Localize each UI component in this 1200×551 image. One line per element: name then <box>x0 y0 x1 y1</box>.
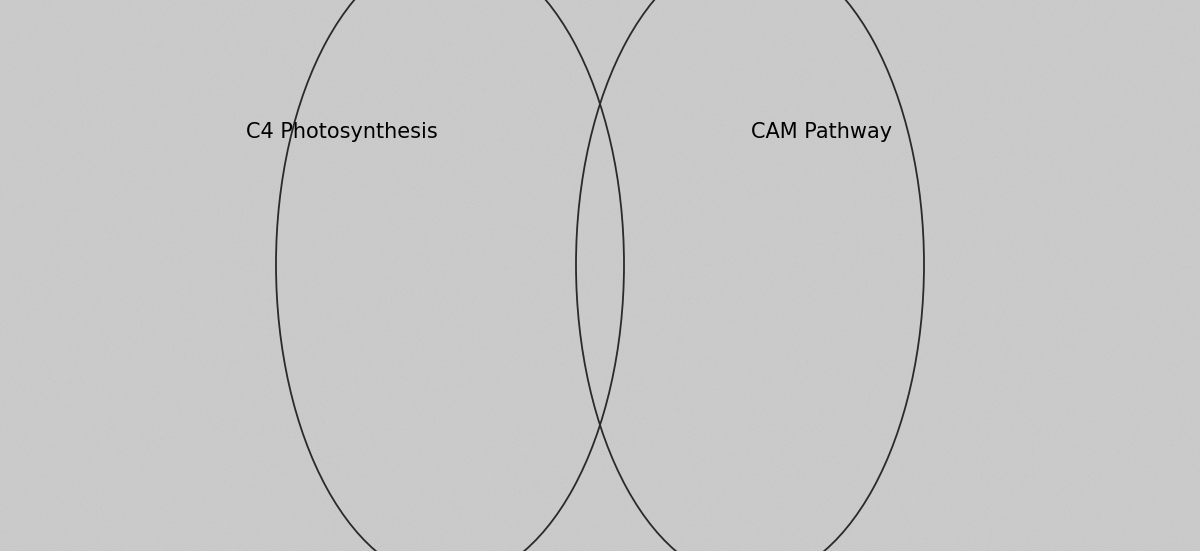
Text: CAM Pathway: CAM Pathway <box>751 122 893 142</box>
Text: C4 Photosynthesis: C4 Photosynthesis <box>246 122 438 142</box>
